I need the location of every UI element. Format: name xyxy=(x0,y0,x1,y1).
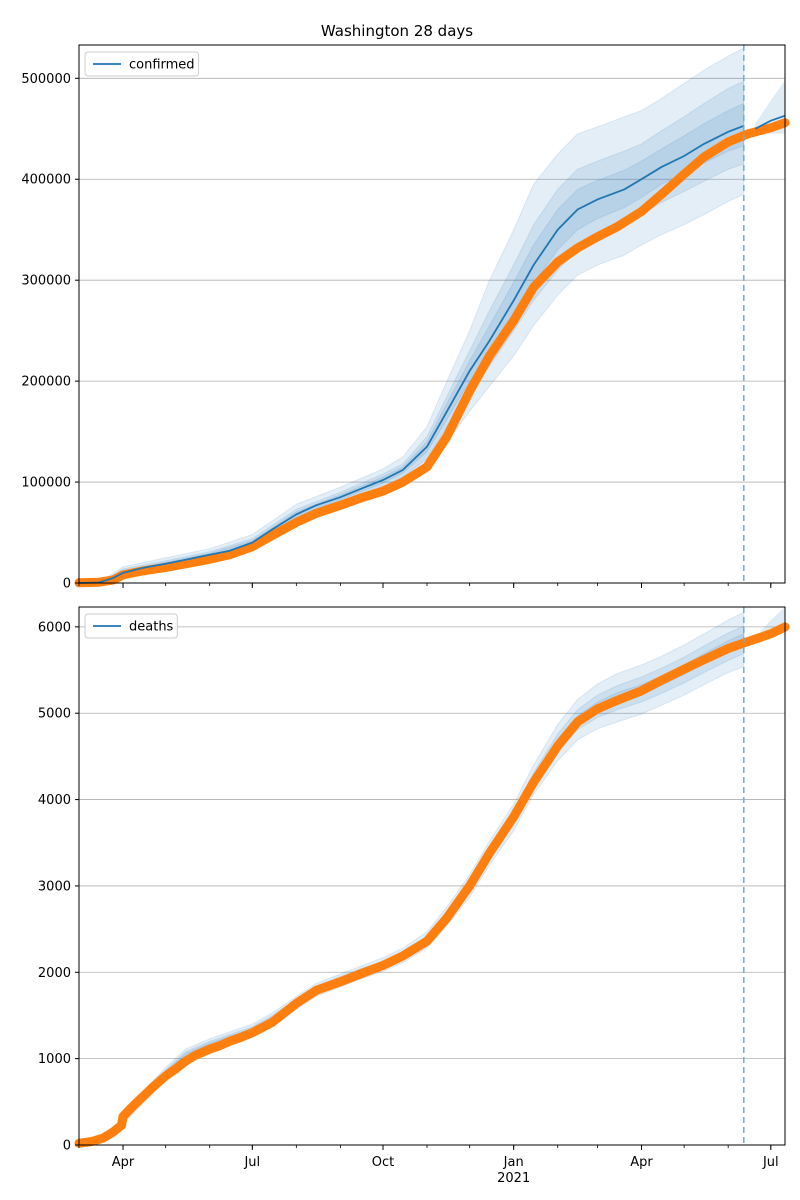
observed-line xyxy=(74,622,790,1148)
y-tick-label: 500000 xyxy=(21,72,71,87)
confirmed-model-line xyxy=(78,114,786,584)
x-tick-label: Apr xyxy=(112,1155,135,1170)
y-tick-label: 0 xyxy=(63,1139,71,1154)
confirmed-x-axis-ticks xyxy=(78,583,772,588)
x-tick-label: Jan xyxy=(503,1155,524,1170)
y-tick-label: 0 xyxy=(63,577,71,592)
y-tick-label: 2000 xyxy=(38,966,71,981)
x-tick-label: Jul xyxy=(243,1155,260,1170)
y-tick-label: 5000 xyxy=(38,707,71,722)
confirmed-legend-box xyxy=(84,51,200,77)
deaths-axes-frame xyxy=(78,606,786,1146)
uncertainty-band-tail xyxy=(755,80,785,134)
uncertainty-band xyxy=(78,102,745,584)
y-tick-label: 4000 xyxy=(38,793,71,808)
deaths-legend-label: deaths xyxy=(129,620,174,635)
y-tick-label: 200000 xyxy=(21,375,71,390)
y-tick-label: 6000 xyxy=(38,620,71,635)
uncertainty-band xyxy=(122,611,745,1126)
deaths-x-axis: Apr Jul Oct Jan Apr Jul 2021 xyxy=(78,1145,779,1186)
deaths-y-axis: 0 1000 2000 3000 4000 5000 6000 xyxy=(38,620,79,1154)
x-tick-label: Apr xyxy=(630,1155,653,1170)
observed-line xyxy=(74,118,790,588)
y-tick-label: 1000 xyxy=(38,1052,71,1067)
y-tick-label: 300000 xyxy=(21,274,71,289)
y-tick-label: 3000 xyxy=(38,879,71,894)
model-line-tail xyxy=(754,114,786,130)
x-tick-label: Jul xyxy=(762,1155,779,1170)
confirmed-axes-frame xyxy=(78,44,786,584)
deaths-observed-series xyxy=(74,622,790,1148)
confirmed-legend: confirmed xyxy=(84,51,200,77)
confirmed-y-axis: 0 100000 200000 300000 400000 500000 xyxy=(21,72,79,592)
deaths-legend: deaths xyxy=(84,613,178,639)
x-tick-label: Oct xyxy=(372,1155,394,1170)
y-tick-label: 400000 xyxy=(21,173,71,188)
confirmed-panel: 0 100000 200000 300000 400000 500000 confirme… xyxy=(21,44,790,592)
confirmed-observed-series xyxy=(74,118,790,588)
model-line xyxy=(78,124,745,584)
y-tick-label: 100000 xyxy=(21,476,71,491)
chart-title: Washington 28 days xyxy=(321,22,473,40)
x-year-label: 2021 xyxy=(497,1171,530,1186)
deaths-legend-box xyxy=(84,613,178,639)
confirmed-legend-label: confirmed xyxy=(129,58,195,73)
